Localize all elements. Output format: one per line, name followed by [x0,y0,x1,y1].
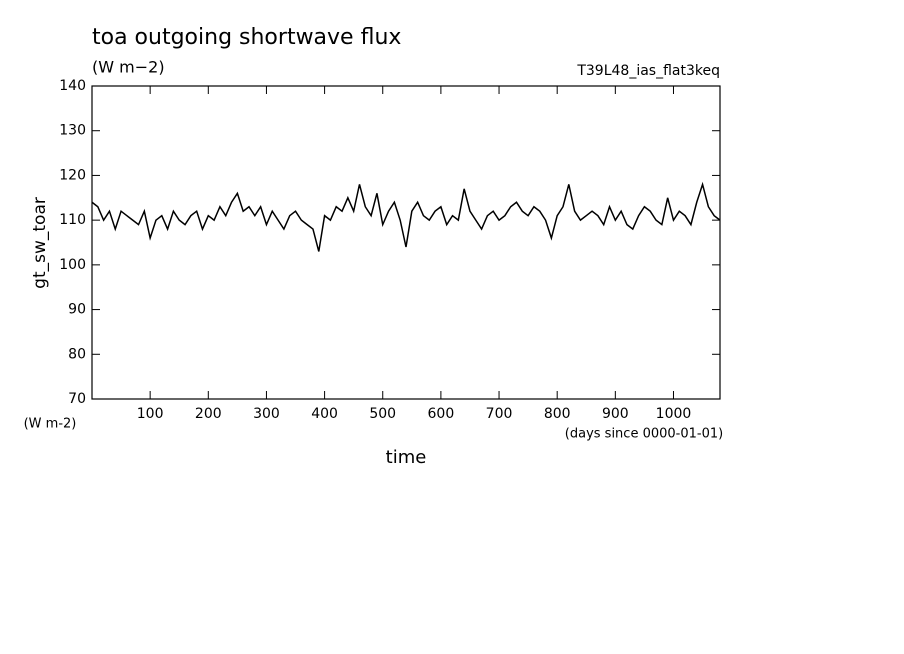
x-tick-label: 500 [369,406,396,422]
x-tick-label: 700 [486,406,513,422]
y-tick-label: 120 [59,167,86,183]
x-tick-label: 600 [428,406,455,422]
annotation: T39L48_ias_flat3keq [576,63,720,79]
x-tick-label: 200 [195,406,222,422]
chart-title: toa outgoing shortwave flux [92,25,401,50]
y-units: (W m-2) [24,417,77,432]
x-units: (days since 0000-01-01) [565,427,723,442]
x-tick-label: 100 [137,406,164,422]
y-tick-label: 80 [68,346,86,362]
y-axis-label: gt_sw_toar [30,197,50,289]
x-tick-label: 800 [544,406,571,422]
data-line [91,181,721,252]
y-tick-label: 110 [59,212,86,228]
x-tick-label: 400 [311,406,338,422]
y-tick-label: 70 [68,391,86,407]
plot-frame [91,85,721,400]
y-tick-label: 90 [68,302,86,318]
y-tick-label: 130 [59,123,86,139]
x-tick-label: 900 [602,406,629,422]
y-tick-label: 100 [59,257,86,273]
x-axis-label: time [386,447,427,468]
x-tick-label: 300 [253,406,280,422]
y-tick-label: 140 [59,78,86,94]
x-tick-label: 1000 [656,406,692,422]
chart-subtitle: (W m−2) [92,58,165,77]
